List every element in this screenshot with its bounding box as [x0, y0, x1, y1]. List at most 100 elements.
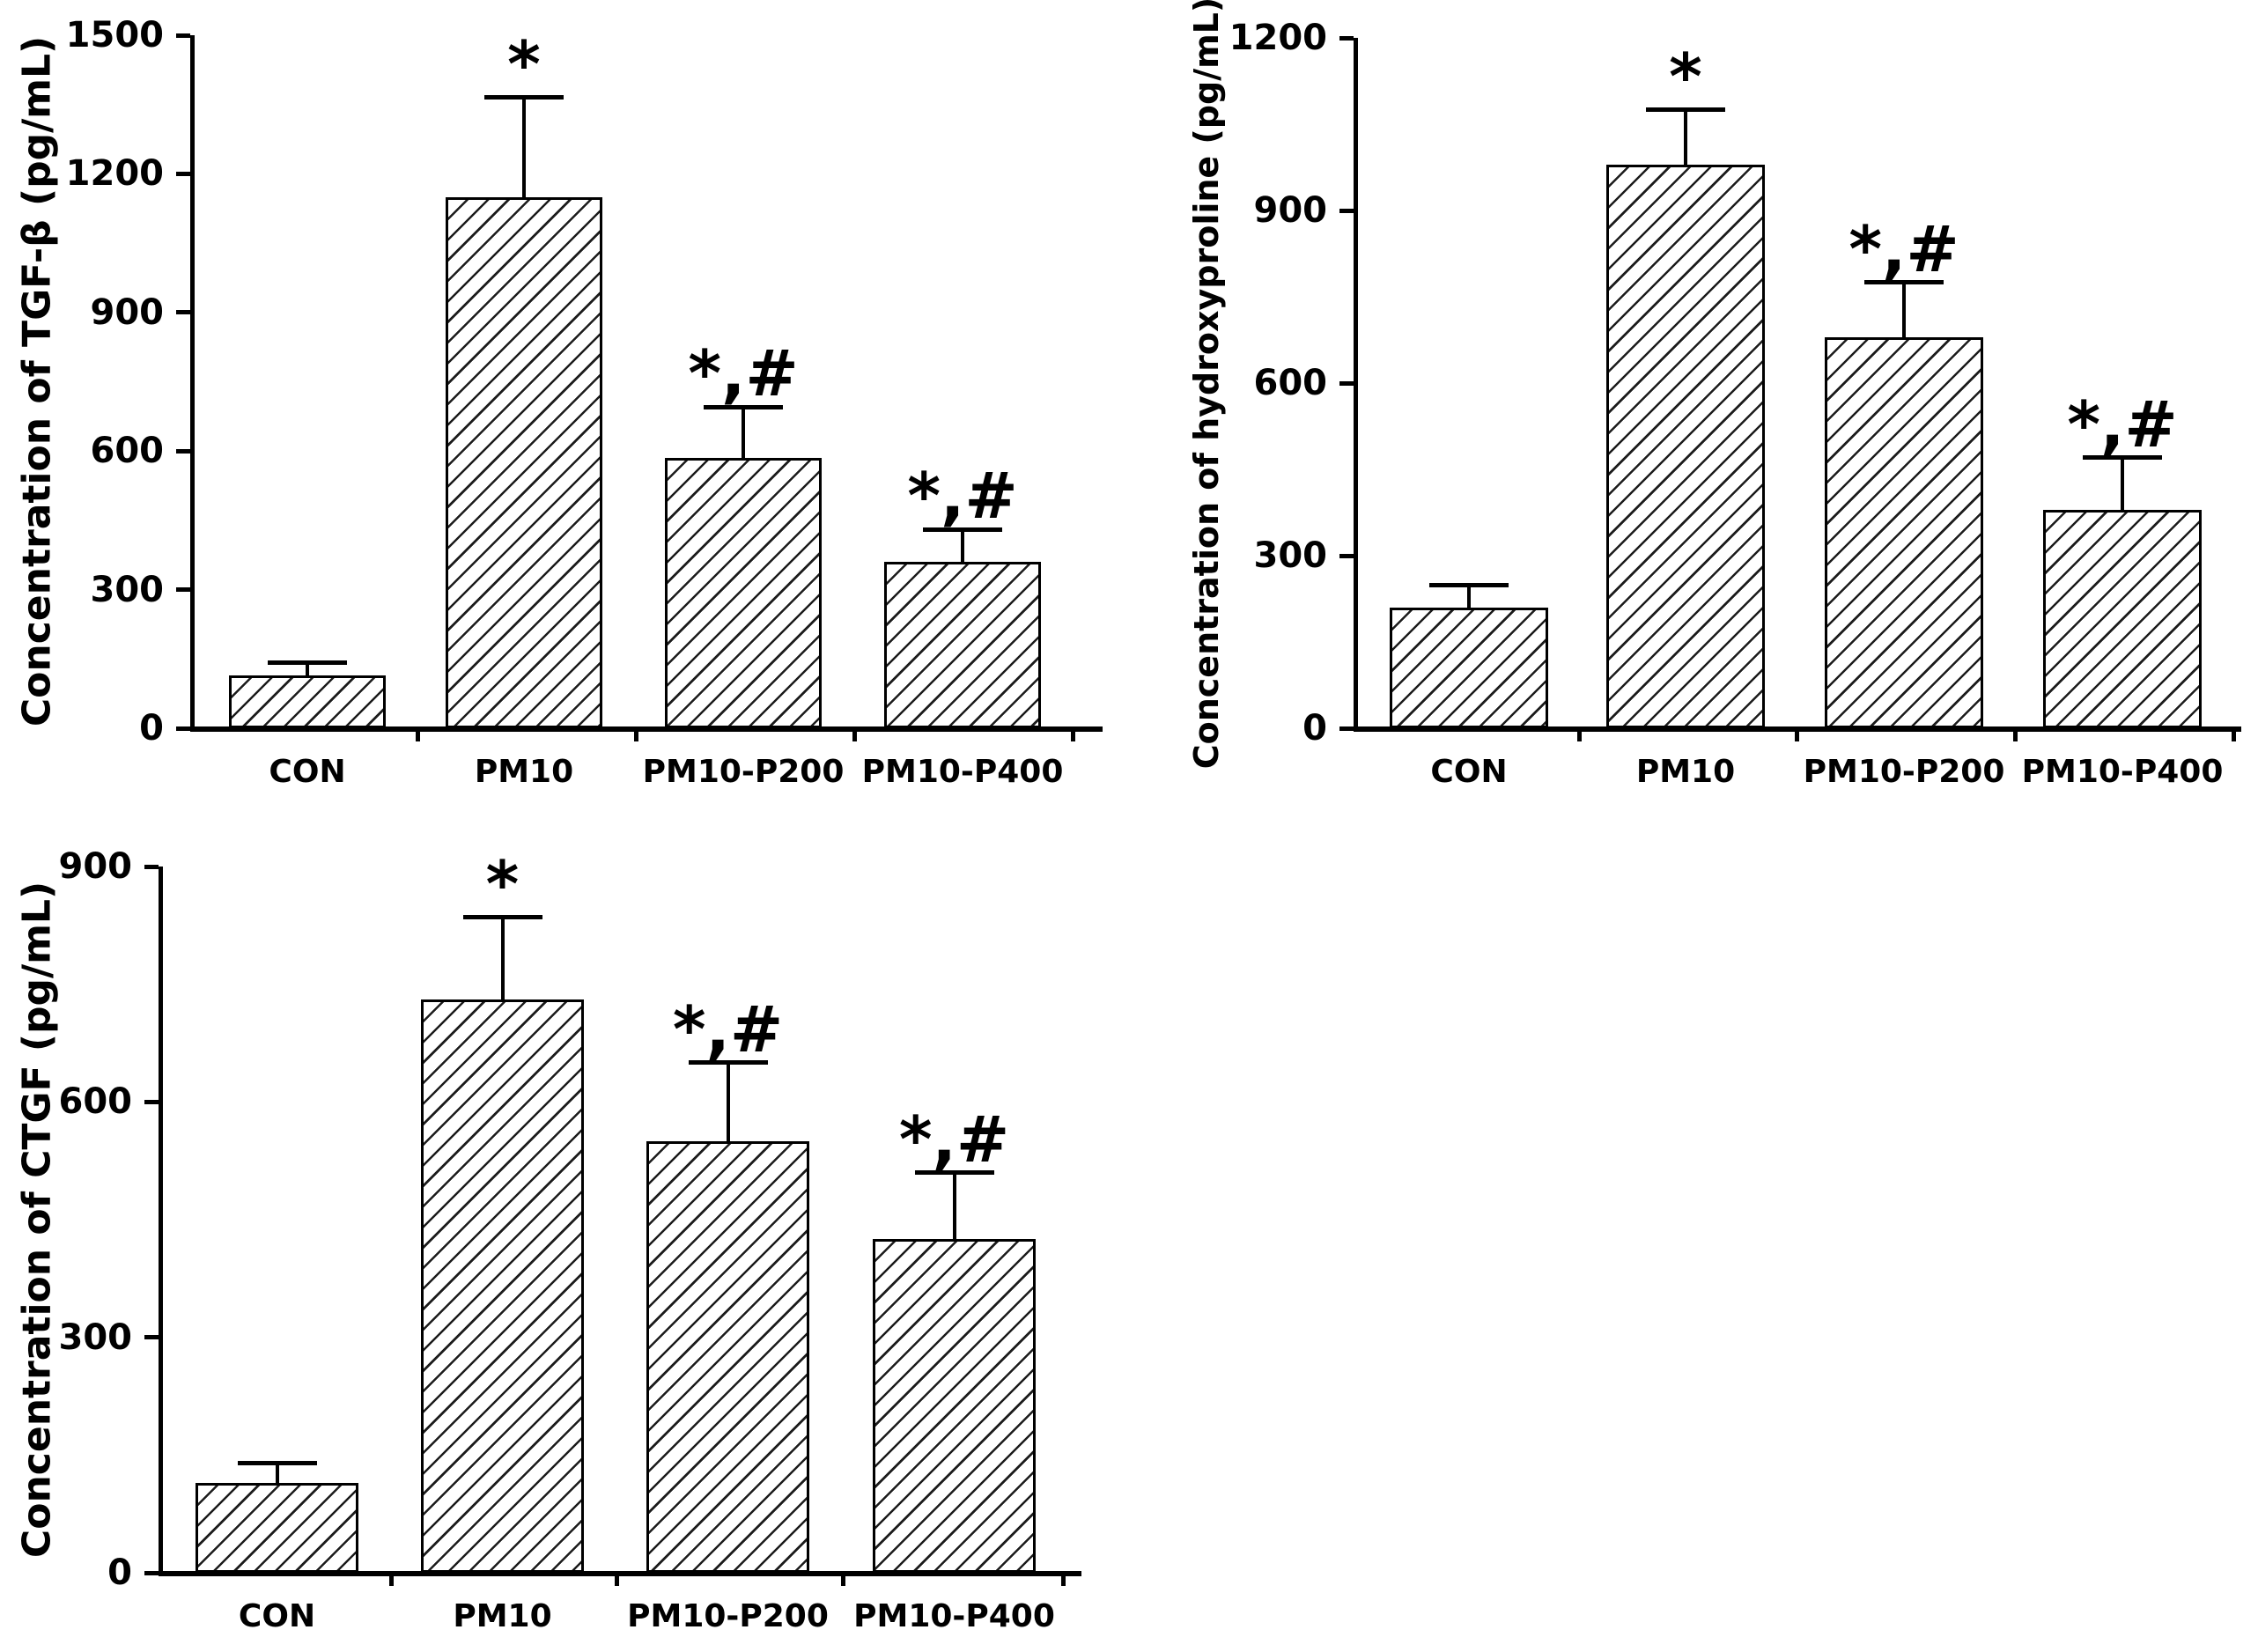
y-tick-mark — [176, 171, 190, 176]
error-bar-cap — [1646, 107, 1725, 113]
y-tick-mark — [1339, 553, 1354, 558]
bar-con — [196, 1482, 358, 1573]
bar-pm10 — [446, 196, 602, 728]
y-tick-label: 300 — [90, 569, 165, 610]
y-tick-mark — [176, 33, 190, 38]
x-category-label: PM10-P400 — [861, 754, 1064, 790]
x-tick-mark — [389, 1573, 394, 1586]
y-axis-line — [159, 867, 163, 1575]
chart-hydroxyproline: Concentration of hydroxyproline (pg/mL) … — [1154, 0, 2258, 828]
x-category-label: PM10-P200 — [627, 1598, 829, 1634]
y-axis-title: Concentration of TGF-β (pg/mL) — [14, 35, 60, 727]
y-tick-label: 1200 — [65, 153, 164, 195]
y-tick-label: 900 — [1253, 190, 1328, 231]
y-tick-label: 0 — [139, 708, 164, 749]
y-tick-label: 900 — [58, 846, 133, 887]
y-tick-mark — [144, 1570, 159, 1575]
bar-pm10-p400 — [873, 1239, 1036, 1573]
y-tick-label: 1200 — [1229, 18, 1327, 58]
y-tick-label: 1500 — [65, 15, 164, 55]
y-tick-label: 900 — [90, 291, 165, 333]
bar-pm10 — [421, 999, 584, 1573]
error-bar-cap — [923, 527, 1002, 532]
error-bar-cap — [2083, 455, 2162, 461]
y-tick-mark — [144, 864, 159, 869]
y-tick-mark — [144, 1335, 159, 1340]
significance-annotation: *,# — [898, 1102, 1010, 1176]
bar-pm10-p200 — [665, 458, 822, 728]
y-tick-mark — [176, 587, 190, 593]
y-tick-label: 300 — [1253, 535, 1328, 576]
error-bar-stem — [522, 97, 526, 200]
error-bar-stem — [1902, 282, 1906, 340]
x-axis-line — [190, 726, 1103, 732]
y-axis-line — [1354, 38, 1358, 731]
x-category-label: PM10 — [474, 754, 574, 790]
error-bar-stem — [726, 1062, 730, 1144]
x-category-label: PM10-P200 — [642, 754, 845, 790]
error-bar-cap — [704, 404, 783, 409]
x-tick-mark — [1061, 1573, 1066, 1586]
significance-annotation: *,# — [2067, 387, 2178, 461]
significance-annotation: * — [1669, 39, 1702, 114]
error-bar-stem — [500, 917, 505, 1003]
y-tick-label: 600 — [90, 431, 165, 472]
bar-con — [1390, 607, 1548, 728]
error-bar-cap — [462, 915, 542, 920]
y-tick-mark — [1339, 380, 1354, 386]
x-tick-mark — [841, 1573, 845, 1586]
y-tick-label: 300 — [58, 1316, 133, 1358]
error-bar-stem — [952, 1172, 956, 1243]
x-tick-mark — [2013, 728, 2018, 741]
significance-annotation: * — [507, 26, 541, 101]
x-axis-line — [159, 1571, 1081, 1576]
bar-pm10-p200 — [1825, 336, 1983, 728]
x-category-label: CON — [1430, 754, 1508, 790]
y-tick-mark — [1339, 208, 1354, 213]
x-category-label: PM10-P400 — [2021, 754, 2224, 790]
error-bar-cap — [1864, 280, 1944, 285]
y-tick-mark — [176, 448, 190, 454]
chart-ctgf: Concentration of CTGF (pg/mL) 0 300 600 900… — [0, 833, 1145, 1652]
x-tick-mark — [634, 728, 638, 741]
x-category-label: PM10-P200 — [1803, 754, 2005, 790]
y-tick-mark — [176, 726, 190, 731]
x-category-label: CON — [238, 1598, 316, 1634]
y-tick-label: 0 — [107, 1552, 132, 1593]
x-tick-mark — [852, 728, 857, 741]
significance-annotation: *,# — [672, 992, 784, 1066]
significance-annotation: *,# — [688, 336, 799, 411]
y-tick-mark — [176, 310, 190, 315]
x-category-label: PM10 — [1635, 754, 1736, 790]
y-tick-label: 0 — [1302, 708, 1327, 749]
error-bar-cap — [268, 660, 347, 665]
error-bar-stem — [961, 529, 964, 565]
chart-tgf-beta: Concentration of TGF-β (pg/mL) 0 300 600 90… — [0, 0, 1145, 828]
y-tick-mark — [1339, 726, 1354, 731]
significance-annotation: * — [485, 846, 520, 921]
bar-pm10-p200 — [646, 1140, 809, 1573]
x-tick-mark — [1795, 728, 1799, 741]
error-bar-cap — [484, 95, 564, 100]
x-tick-mark — [1577, 728, 1582, 741]
error-bar-stem — [1684, 109, 1687, 167]
x-category-label: PM10 — [453, 1598, 552, 1634]
error-bar-stem — [1467, 585, 1471, 610]
x-tick-mark — [2232, 728, 2236, 741]
y-tick-label: 600 — [1253, 363, 1328, 403]
y-axis-line — [190, 35, 195, 731]
error-bar-stem — [275, 1463, 279, 1486]
x-category-label: CON — [269, 754, 346, 790]
bar-pm10-p400 — [884, 562, 1041, 728]
x-tick-mark — [1071, 728, 1075, 741]
error-bar-cap — [237, 1460, 317, 1465]
y-axis-title: Concentration of CTGF (pg/mL) — [14, 881, 60, 1559]
y-tick-mark — [144, 1099, 159, 1104]
bar-pm10 — [1606, 164, 1765, 728]
significance-annotation: *,# — [907, 459, 1018, 534]
error-bar-stem — [306, 662, 309, 678]
error-bar-cap — [688, 1060, 768, 1066]
error-bar-stem — [2121, 457, 2124, 513]
error-bar-cap — [914, 1170, 994, 1176]
